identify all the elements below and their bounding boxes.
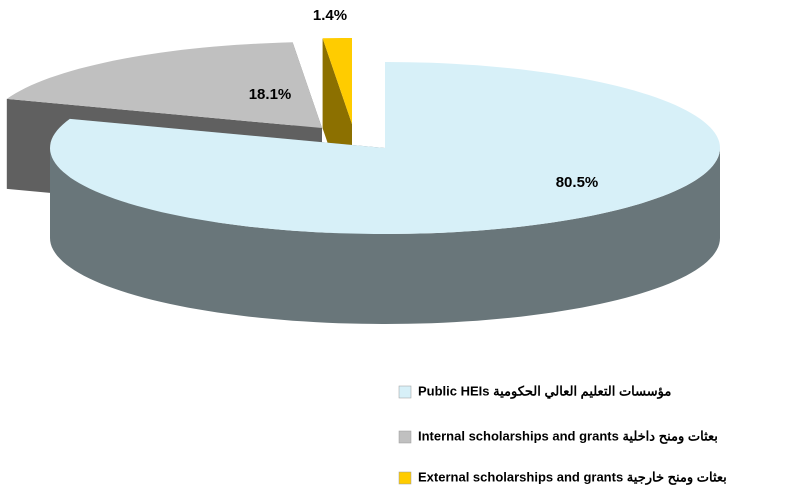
data-label: 1.4% [313, 7, 347, 24]
legend-swatch [398, 471, 412, 485]
data-label: 80.5% [556, 174, 599, 191]
slice-top [6, 42, 323, 128]
slice-top [322, 38, 352, 124]
legend-swatch [398, 385, 412, 399]
legend-swatch [398, 430, 412, 444]
legend-label: External scholarships and grants بعثات و… [418, 469, 727, 485]
legend-label: Public HEIs مؤسسات التعليم العالي الحكوم… [418, 383, 671, 399]
data-label: 18.1% [249, 86, 292, 103]
slice-wall [50, 148, 720, 324]
slice-top [50, 62, 720, 234]
legend-label: Internal scholarships and grants بعثات و… [418, 428, 718, 444]
